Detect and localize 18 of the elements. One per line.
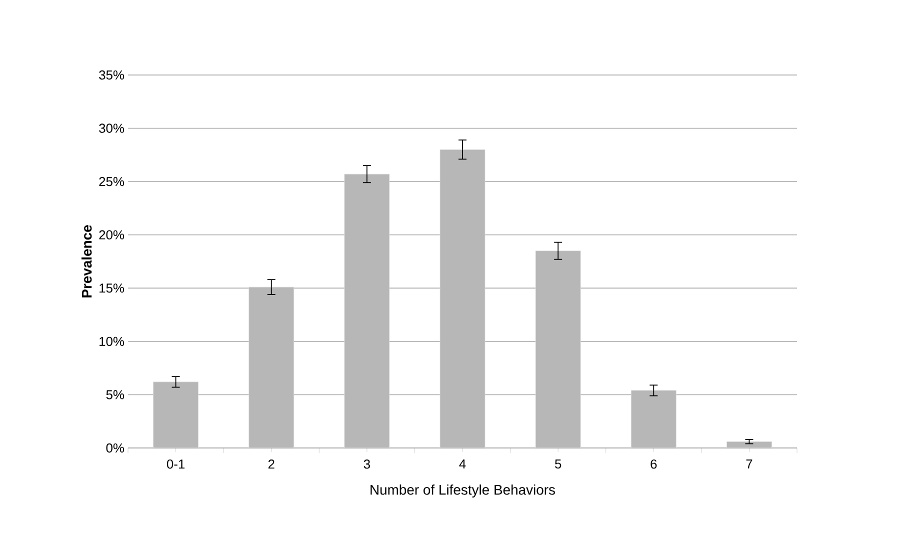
x-tick-label: 6: [650, 460, 657, 469]
x-tick-label: 5: [554, 460, 562, 469]
x-tick-label: 0-1: [166, 460, 185, 469]
x-axis-title: Number of Lifestyle Behaviors: [370, 484, 555, 498]
y-tick-label: 0%: [106, 443, 124, 453]
y-tick-label: 5%: [106, 390, 124, 400]
y-tick-label: 30%: [99, 124, 124, 133]
y-tick-label: 25%: [99, 176, 124, 186]
bar: [726, 441, 772, 448]
y-tick-label: 15%: [100, 284, 124, 293]
x-tick-label: 4: [459, 460, 466, 468]
y-tick-label: 10%: [100, 336, 124, 346]
x-tick-label: 3: [364, 460, 370, 469]
x-tick-label: 7: [746, 460, 752, 468]
y-axis-title: Prevalence: [81, 225, 92, 298]
y-tick-label: 20%: [99, 230, 124, 240]
y-tick-label: 35%: [99, 70, 124, 80]
x-tick-label: 2: [268, 460, 274, 469]
